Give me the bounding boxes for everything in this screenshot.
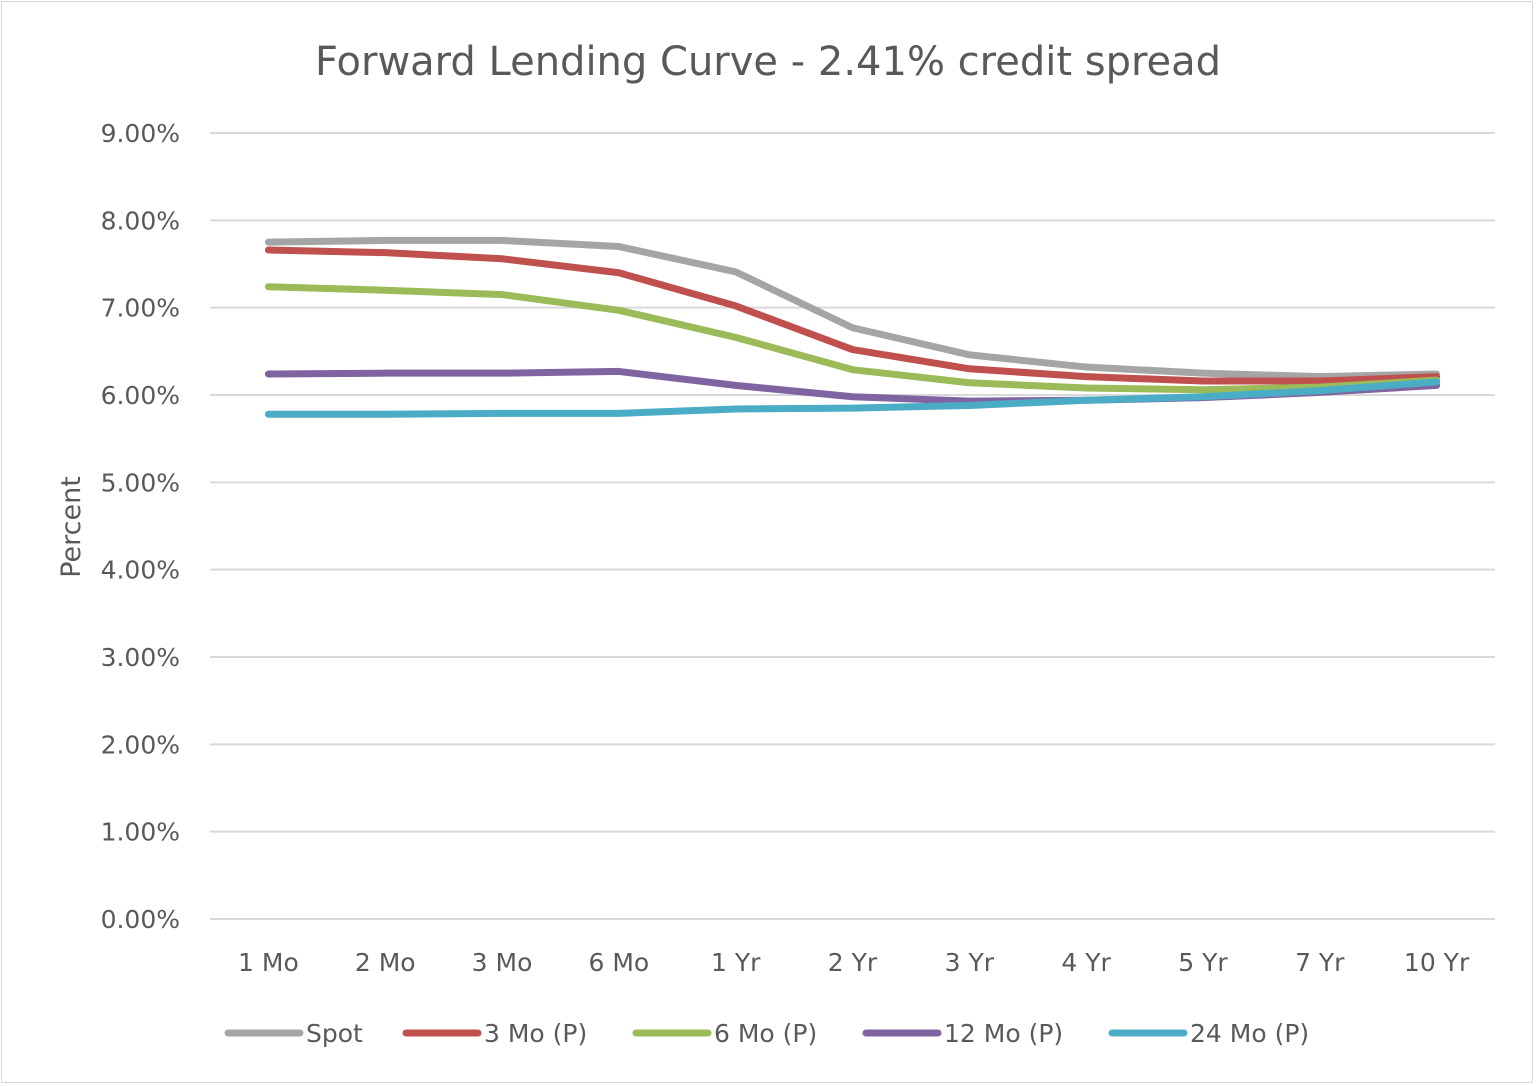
x-tick-label: 7 Yr [1295,948,1345,977]
y-tick-label: 0.00% [101,905,180,934]
y-tick-label: 6.00% [101,381,180,410]
x-tick-label: 3 Mo [472,948,533,977]
legend-item: 12 Mo (P) [862,1019,1063,1048]
legend-item: Spot [224,1019,363,1048]
legend-label: 6 Mo (P) [714,1019,817,1048]
y-tick-label: 2.00% [101,730,180,759]
y-tick-label: 7.00% [101,294,180,323]
x-tick-label: 1 Mo [238,948,299,977]
series-line-3-mo-p [264,246,1441,385]
legend-label: Spot [306,1019,363,1048]
legend-label: 24 Mo (P) [1190,1019,1309,1048]
x-tick-label: 2 Mo [355,948,416,977]
x-tick-label: 2 Yr [828,948,878,977]
y-tick-label: 8.00% [101,206,180,235]
x-tick-label: 10 Yr [1404,948,1470,977]
x-tick-label: 4 Yr [1061,948,1111,977]
y-axis-label: Percent [56,476,87,578]
y-tick-label: 1.00% [101,818,180,847]
legend-item: 6 Mo (P) [632,1019,817,1048]
legend-label: 3 Mo (P) [484,1019,587,1048]
x-tick-label: 5 Yr [1178,948,1228,977]
y-tick-label: 4.00% [101,556,180,585]
y-tick-label: 3.00% [101,643,180,672]
x-tick-label: 1 Yr [711,948,761,977]
chart-title: Forward Lending Curve - 2.41% credit spr… [315,39,1221,85]
x-tick-label: 6 Mo [589,948,650,977]
y-tick-label: 9.00% [101,119,180,148]
legend-item: 24 Mo (P) [1108,1019,1309,1048]
x-tick-label: 3 Yr [945,948,995,977]
legend-label: 12 Mo (P) [944,1019,1063,1048]
legend-item: 3 Mo (P) [402,1019,587,1048]
y-tick-label: 5.00% [101,468,180,497]
